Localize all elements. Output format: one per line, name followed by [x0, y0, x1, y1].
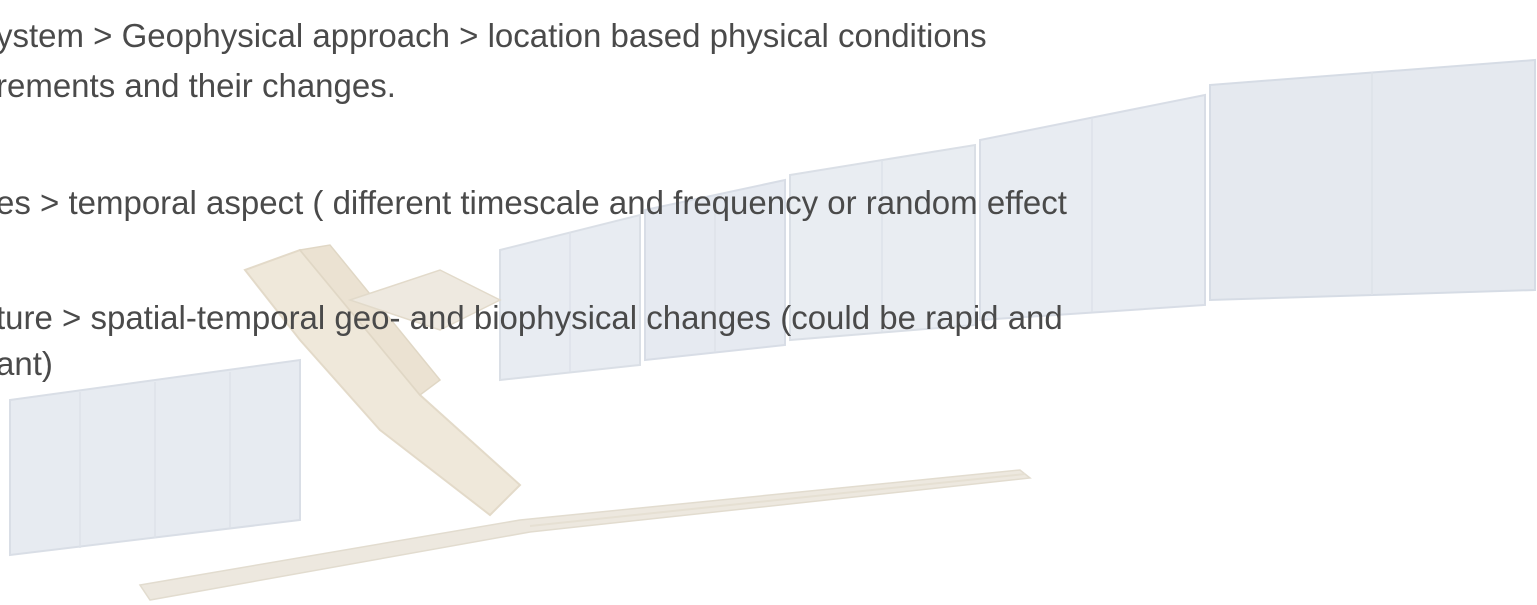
text-line: ystem > Geophysical approach > location …: [0, 17, 987, 54]
text-line: rements and their changes.: [0, 67, 396, 104]
text-line: ant): [0, 345, 53, 382]
text-line: ture > spatial-temporal geo- and biophys…: [0, 299, 1063, 336]
text-line: es > temporal aspect ( different timesca…: [0, 184, 1067, 221]
